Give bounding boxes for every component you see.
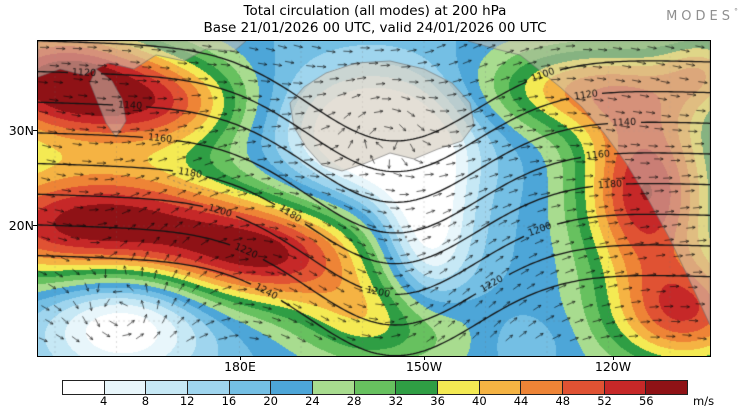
map-area [37,40,711,357]
colorbar-cell [645,381,688,394]
colorbar-cell [478,381,521,394]
colorbar-cell [562,381,604,394]
colorbar-cell [520,381,563,394]
modes-logo: MODES° [666,7,738,24]
colorbar-cell [270,381,313,394]
lon-label-180e: 180E [224,359,256,374]
colorbar-tick-label: 24 [305,394,320,408]
colorbar-tick-label: 28 [346,394,362,408]
axis-tick-30n [33,130,37,131]
colorbar-cell [603,381,646,394]
colorbar-labels: 4 8 12 16 20 24 28 32 36 40 44 48 52 56 [0,394,750,408]
modes-logo-mark: ° [734,7,738,16]
wind-map-canvas [38,41,710,356]
colorbar-tick-label: 12 [179,394,195,408]
colorbar-tick-label: 8 [141,394,150,408]
colorbar-cell [145,381,188,394]
colorbar-cell [103,381,146,394]
colorbar-cell [228,381,271,394]
lat-label-20n: 20N [8,218,34,233]
colorbar-cell [353,381,396,394]
chart-title: Total circulation (all modes) at 200 hPa [243,3,507,19]
colorbar-cell [187,381,229,394]
axis-tick-120w [613,356,614,360]
colorbar-tick-label: 40 [472,394,487,408]
colorbar-cell [63,381,104,394]
colorbar-tick-label: 16 [221,394,237,408]
axis-tick-20n [33,225,37,226]
colorbar-cell [437,381,479,394]
colorbar-tick-label: 44 [513,394,529,408]
colorbar-cell [312,381,354,394]
chart-header: Total circulation (all modes) at 200 hPa… [0,3,750,37]
colorbar-tick-label: 4 [100,394,108,408]
lon-label-120w: 120W [594,359,632,374]
lat-label-30n: 30N [8,123,34,138]
colorbar-tick-label: 56 [638,394,654,408]
modes-logo-text: MODES [666,9,734,24]
colorbar-tick-label: 20 [263,394,278,408]
axis-tick-180e [240,356,241,360]
colorbar-tick-label: 48 [555,394,571,408]
colorbar-tick-label: 36 [430,394,445,408]
chart-subtitle: Base 21/01/2026 00 UTC, valid 24/01/2026… [203,19,547,36]
axis-tick-150w [424,356,425,360]
colorbar-tick-label: 32 [388,394,404,408]
lon-label-150w: 150W [405,359,443,374]
colorbar-tick-label: 52 [597,394,612,408]
colorbar-unit: m/s [693,394,715,408]
colorbar [62,380,688,395]
colorbar-cell [395,381,438,394]
